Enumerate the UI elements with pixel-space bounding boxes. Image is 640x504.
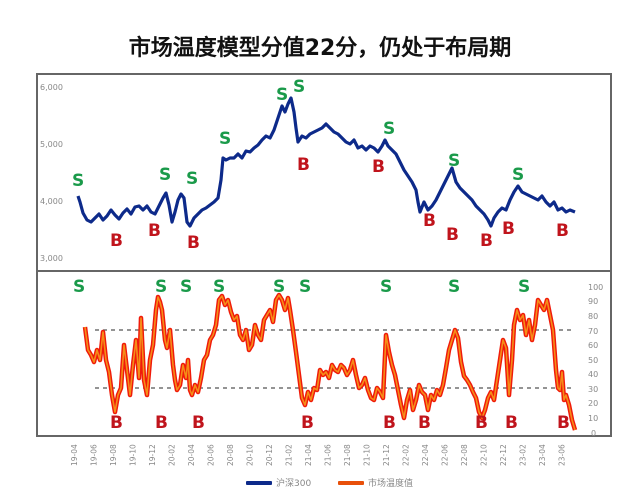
buy-marker: B: [155, 413, 168, 433]
buy-marker: B: [446, 225, 459, 245]
x-tick: 19-06: [90, 444, 99, 466]
sell-marker: S: [219, 129, 231, 149]
buy-marker: B: [557, 413, 570, 433]
sell-marker: S: [73, 277, 85, 297]
x-tick: 20-04: [187, 444, 196, 466]
y-tick-70: 70: [588, 327, 598, 336]
buy-marker: B: [187, 233, 200, 253]
buy-marker: B: [372, 157, 385, 177]
x-tick: 22-04: [421, 444, 430, 466]
x-tick: 21-04: [304, 444, 313, 466]
x-tick: 22-02: [402, 444, 411, 466]
x-tick: 21-12: [382, 444, 391, 466]
buy-marker: B: [418, 413, 431, 433]
buy-marker: B: [110, 231, 123, 251]
sell-marker: S: [448, 277, 460, 297]
sell-marker: S: [518, 277, 530, 297]
buy-marker: B: [475, 413, 488, 433]
sell-marker: S: [276, 85, 288, 105]
buy-marker: B: [556, 221, 569, 241]
y-tick-100: 100: [588, 283, 603, 292]
buy-marker: B: [301, 413, 314, 433]
x-tick: 20-06: [207, 444, 216, 466]
chart-title: 市场温度模型分值22分，仍处于布局期: [128, 36, 512, 61]
sell-marker: S: [273, 277, 285, 297]
x-tick: 21-02: [285, 444, 294, 466]
x-tick: 21-10: [363, 444, 372, 466]
x-tick: 20-10: [246, 444, 255, 466]
sell-marker: S: [180, 277, 192, 297]
hs300-line: [76, 96, 576, 228]
x-tick: 20-12: [265, 444, 274, 466]
buy-marker: B: [480, 231, 493, 251]
x-tick: 22-10: [480, 444, 489, 466]
x-tick: 20-08: [226, 444, 235, 466]
y-tick-80: 80: [588, 312, 598, 321]
y-tick-10: 10: [588, 414, 598, 423]
x-tick: 19-10: [129, 444, 138, 466]
temperature-fill-line: [82, 292, 578, 431]
y-tick-30: 30: [588, 385, 598, 394]
x-tick: 19-12: [148, 444, 157, 466]
buy-marker: B: [423, 211, 436, 231]
upper-y-axis: 6,000 5,000 4,000 3,000: [40, 83, 63, 263]
sell-marker: S: [72, 171, 84, 191]
sell-marker: S: [512, 165, 524, 185]
sell-marker: S: [159, 165, 171, 185]
buy-marker: B: [110, 413, 123, 433]
panel-divider: [36, 270, 612, 272]
x-tick: 22-06: [441, 444, 450, 466]
temperature-line: [84, 294, 576, 431]
x-tick: 19-08: [109, 444, 118, 466]
x-tick: 22-08: [460, 444, 469, 466]
sell-marker: S: [213, 277, 225, 297]
sell-marker: S: [186, 169, 198, 189]
sell-marker: S: [293, 77, 305, 97]
x-tick: 23-06: [558, 444, 567, 466]
sell-marker: S: [155, 277, 167, 297]
y-tick-50: 50: [588, 356, 598, 365]
x-tick: 21-06: [324, 444, 333, 466]
y-tick-5000: 5,000: [40, 140, 63, 149]
legend-label-temperature: 市场温度值: [368, 479, 414, 489]
sell-marker: S: [380, 277, 392, 297]
y-tick-4000: 4,000: [40, 197, 63, 206]
buy-marker: B: [148, 221, 161, 241]
x-tick: 22-12: [499, 444, 508, 466]
upper-signal-markers: S B B S S B S S S B B S B S B B B S B: [72, 77, 569, 253]
sell-marker: S: [448, 151, 460, 171]
x-axis: 19-04 19-06 19-08 19-10 19-12 20-02 20-0…: [70, 444, 567, 466]
x-tick: 23-04: [538, 444, 547, 466]
chart-frame: [36, 73, 612, 437]
legend-label-hs300: 沪深300: [276, 479, 312, 489]
y-tick-6000: 6,000: [40, 83, 63, 92]
x-tick: 19-04: [70, 444, 79, 466]
lower-signal-markers: S S S S S S S S S B B B B B B B B B: [73, 277, 570, 433]
x-tick: 23-02: [519, 444, 528, 466]
y-tick-0: 0: [591, 429, 596, 438]
legend-temperature: 市场温度值: [338, 476, 413, 489]
lower-y-axis: 100 90 80 70 60 50 40 30 20 10 0: [588, 283, 603, 438]
buy-marker: B: [192, 413, 205, 433]
legend-swatch-hs300: [246, 480, 272, 485]
buy-marker: B: [297, 155, 310, 175]
y-tick-20: 20: [588, 399, 598, 408]
y-tick-40: 40: [588, 370, 598, 379]
legend-swatch-temperature: [338, 480, 364, 485]
y-tick-3000: 3,000: [40, 254, 63, 263]
sell-marker: S: [383, 119, 395, 139]
legend-hs300: 沪深300: [246, 476, 311, 489]
buy-marker: B: [383, 413, 396, 433]
y-tick-60: 60: [588, 341, 598, 350]
buy-marker: B: [502, 219, 515, 239]
sell-marker: S: [299, 277, 311, 297]
buy-marker: B: [505, 413, 518, 433]
y-tick-90: 90: [588, 297, 598, 306]
x-tick: 21-08: [343, 444, 352, 466]
x-tick: 20-02: [168, 444, 177, 466]
